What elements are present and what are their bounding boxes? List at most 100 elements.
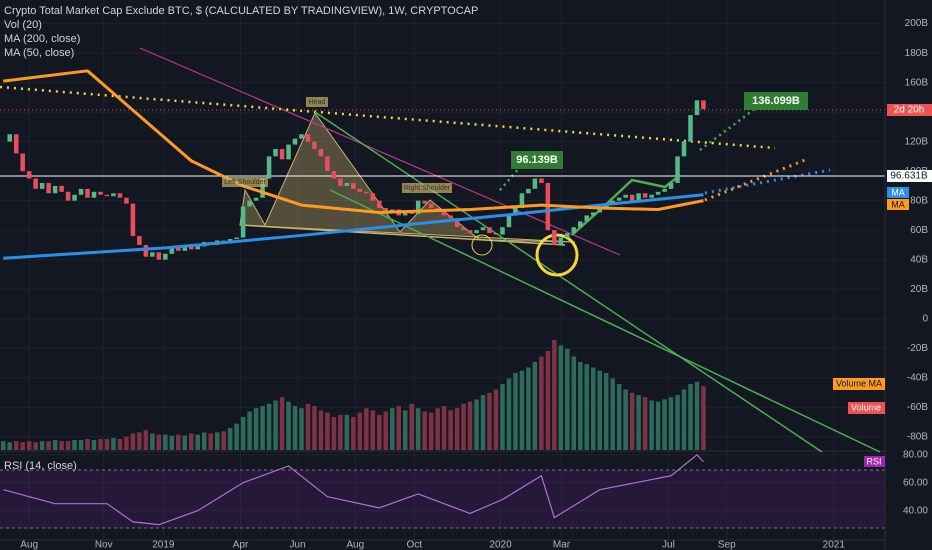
x-tick-label: Sep — [718, 540, 736, 550]
volume-bar — [642, 397, 648, 450]
volume-bar — [532, 362, 538, 450]
x-tick-label: Apr — [233, 540, 249, 550]
candle — [616, 197, 622, 201]
volume-bar — [111, 437, 116, 450]
candle — [137, 236, 142, 245]
candle — [286, 144, 291, 160]
x-tick-label: Oct — [407, 540, 423, 550]
candle — [610, 200, 615, 204]
tag — [887, 170, 932, 182]
volume-bar — [649, 400, 654, 450]
volume-bar — [435, 408, 440, 450]
volume-bar — [0, 441, 6, 450]
candle — [519, 193, 525, 209]
candle — [578, 221, 583, 228]
candle — [448, 215, 453, 219]
volume-bar — [519, 370, 525, 450]
candle — [584, 215, 590, 222]
candle — [675, 156, 680, 183]
candle — [590, 212, 596, 216]
candle — [91, 191, 97, 198]
candle — [694, 100, 700, 116]
candle — [377, 200, 382, 209]
candle — [52, 185, 58, 194]
candle — [325, 156, 330, 172]
volume-bar — [616, 384, 622, 450]
volume-bar — [292, 406, 298, 450]
y-tick-label: 180B — [905, 48, 929, 59]
volume-bar — [526, 367, 531, 450]
volume-bar — [33, 442, 38, 450]
candle — [124, 197, 129, 204]
candle — [422, 200, 427, 204]
volume-bar — [636, 395, 641, 450]
volume-bar — [461, 403, 466, 450]
volume-bar — [39, 441, 45, 450]
candle — [266, 156, 272, 179]
volume-bar — [506, 378, 512, 450]
volume-bar — [377, 414, 382, 450]
candle — [500, 227, 505, 235]
candle — [487, 227, 492, 234]
volume-bar — [558, 345, 564, 450]
candle — [454, 218, 460, 228]
candle — [72, 194, 77, 201]
y-tick-label: 20B — [910, 284, 928, 295]
candle — [623, 194, 628, 198]
tag-text: Volume MA — [836, 378, 882, 388]
volume-bar — [78, 440, 84, 450]
volume-bar — [623, 389, 628, 450]
volume-bar — [65, 441, 71, 450]
volume-bar — [124, 436, 129, 450]
ma-line — [3, 69, 704, 214]
candle — [467, 230, 473, 234]
volume-bar — [279, 397, 285, 450]
volume-bar — [396, 406, 402, 450]
volume-bar — [188, 433, 194, 450]
volume-bar — [156, 434, 162, 450]
volume-bar — [20, 442, 25, 450]
candle — [552, 230, 557, 245]
x-tick-label: Nov — [95, 540, 113, 550]
candle — [558, 237, 564, 245]
x-tick-label: 2021 — [823, 540, 846, 550]
candle — [629, 194, 635, 201]
candle — [273, 149, 278, 157]
candle — [111, 193, 116, 197]
tag-text: 2d 20h — [894, 105, 925, 116]
volume-bar — [221, 431, 226, 450]
volume-bar — [195, 434, 201, 450]
candle — [681, 141, 687, 157]
tag-text: RSI — [866, 456, 881, 466]
candle — [98, 191, 103, 195]
volume-bar — [150, 433, 155, 450]
candle — [130, 203, 136, 237]
volume-bar — [247, 411, 252, 450]
tag — [848, 402, 885, 414]
candle — [117, 193, 123, 198]
candle — [150, 252, 155, 257]
candle — [701, 100, 706, 110]
highlight-circle — [535, 233, 579, 277]
candle — [428, 203, 434, 209]
volume-bar — [214, 432, 220, 450]
tag-text: Volume — [851, 402, 881, 412]
tag-text: MA — [891, 187, 905, 197]
y-tick-label: 40B — [910, 254, 928, 265]
channel-line — [314, 111, 823, 453]
candle — [234, 237, 239, 240]
volume-bar — [597, 370, 602, 450]
projection — [699, 104, 761, 151]
volume-bar — [98, 439, 103, 450]
volume-bar — [545, 351, 551, 450]
volume-bar — [493, 389, 499, 450]
candle — [85, 188, 90, 198]
rsi-tick-label: 80.00 — [903, 449, 928, 460]
volume-bar — [13, 441, 19, 450]
candle — [539, 178, 544, 183]
candle — [338, 178, 343, 186]
candle — [526, 188, 531, 194]
tag-text: MA — [891, 199, 905, 209]
candle — [402, 212, 408, 216]
label-box — [402, 183, 452, 193]
